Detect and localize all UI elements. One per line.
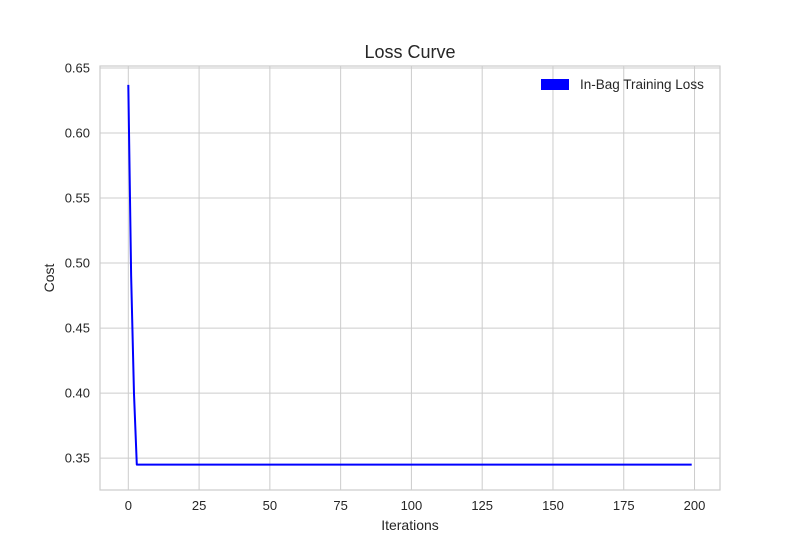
y-tick-label: 0.60: [65, 125, 90, 140]
chart-title: Loss Curve: [364, 42, 455, 62]
y-tick-label: 0.50: [65, 256, 90, 271]
legend-swatch: [541, 79, 569, 90]
x-tick-label: 200: [684, 498, 706, 513]
x-tick-label: 75: [333, 498, 347, 513]
legend-label: In-Bag Training Loss: [580, 77, 704, 92]
plot-frame: [99, 65, 721, 491]
y-tick-label: 0.55: [65, 191, 90, 206]
x-axis-label: Iterations: [381, 517, 439, 533]
x-tick-label: 100: [401, 498, 423, 513]
y-tick-label: 0.45: [65, 321, 90, 336]
y-axis-label: Cost: [41, 264, 57, 293]
x-tick-label: 0: [125, 498, 132, 513]
series-line-in-bag-training-loss: [127, 84, 692, 466]
y-tick-label: 0.65: [65, 60, 90, 75]
x-tick-labels: 0 25 50 75 100 125 150 175 200: [125, 498, 706, 513]
x-tick-label: 50: [263, 498, 277, 513]
y-tick-label: 0.35: [65, 451, 90, 466]
y-tick-label: 0.40: [65, 386, 90, 401]
legend: In-Bag Training Loss: [541, 77, 704, 92]
x-tick-label: 125: [471, 498, 493, 513]
x-tick-label: 25: [192, 498, 206, 513]
series-layer: [127, 84, 692, 466]
plot-background: [100, 66, 720, 490]
x-tick-label: 150: [542, 498, 564, 513]
x-tick-label: 175: [613, 498, 635, 513]
grid-lines: [100, 66, 720, 490]
y-tick-labels: 0.35 0.40 0.45 0.50 0.55 0.60 0.65: [65, 60, 90, 465]
